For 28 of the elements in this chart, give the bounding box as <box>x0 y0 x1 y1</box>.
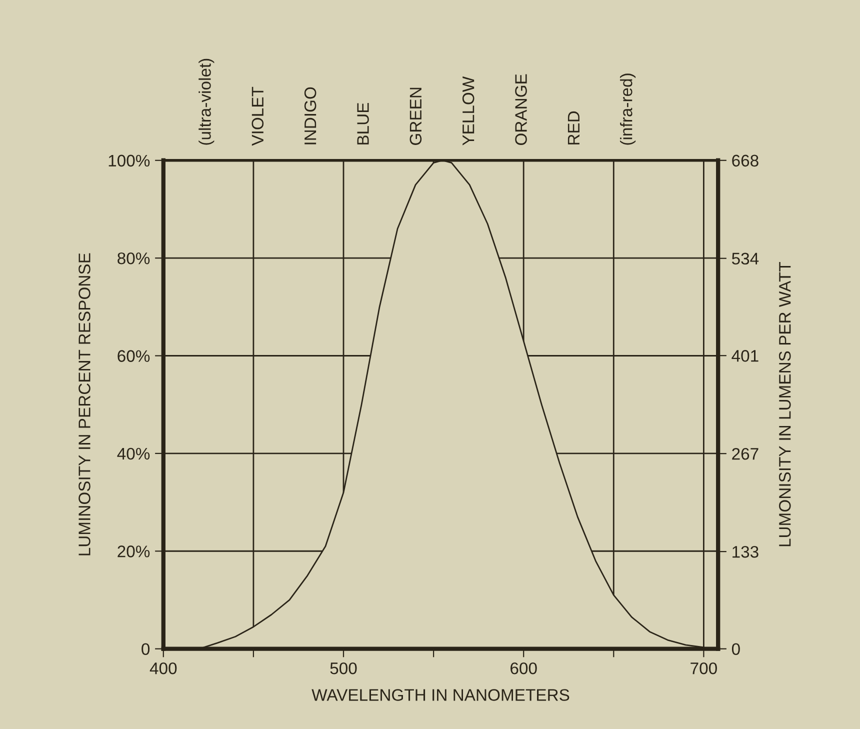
text: YELLOW <box>462 76 474 146</box>
x-tick-label: 600 <box>510 662 537 674</box>
y2-tick-label: 534 <box>732 252 759 265</box>
y2-tick-label: 668 <box>732 154 758 167</box>
y-axis-title: LUMINOSITY IN PERCENT RESPONSE <box>78 253 90 556</box>
text: (infra-red) <box>620 74 636 145</box>
x-tick-label: 700 <box>690 662 717 674</box>
text: RED <box>568 111 580 144</box>
text: GREEN <box>410 88 422 145</box>
text: INDIGO <box>304 87 316 144</box>
y2-tick-label: 401 <box>732 350 758 362</box>
x-tick-label: 400 <box>150 662 177 674</box>
x-tick-label: 500 <box>330 662 357 674</box>
text: ORANGE <box>515 74 527 146</box>
text: BLUE <box>357 102 369 144</box>
y2-axis-title: LUMONISITY IN LUMENS PER WATT <box>778 262 791 546</box>
y-tick-label: 40% <box>117 448 150 460</box>
text: (ultra-violet) <box>198 58 214 145</box>
y-tick-label: 20% <box>118 546 150 558</box>
x-axis-title: WAVELENGTH IN NANOMETERS <box>312 689 570 701</box>
text: VIOLET <box>252 86 264 146</box>
y2-tick-label: 133 <box>732 546 758 558</box>
y-tick-label: 0 <box>142 643 150 656</box>
y-tick-label: 80% <box>118 252 150 264</box>
y2-tick-label: 267 <box>732 448 758 460</box>
y-tick-label: 60% <box>118 350 150 362</box>
y-tick-label: 100% <box>108 154 150 167</box>
y2-tick-label: 0 <box>732 643 740 656</box>
